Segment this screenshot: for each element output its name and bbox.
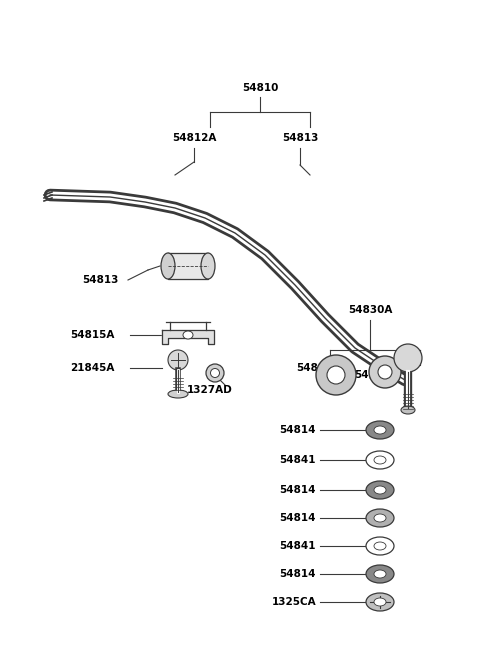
- Text: 54814: 54814: [279, 513, 316, 523]
- Text: 54813: 54813: [82, 275, 118, 285]
- Text: 54814: 54814: [279, 425, 316, 435]
- Ellipse shape: [168, 390, 188, 398]
- Text: 54813: 54813: [282, 133, 318, 143]
- Ellipse shape: [211, 369, 219, 377]
- Ellipse shape: [366, 481, 394, 499]
- Ellipse shape: [366, 421, 394, 439]
- Ellipse shape: [374, 514, 386, 522]
- Ellipse shape: [161, 253, 175, 279]
- Ellipse shape: [366, 565, 394, 583]
- Text: 54841: 54841: [279, 455, 316, 465]
- Text: 54837B: 54837B: [296, 363, 340, 373]
- Polygon shape: [168, 253, 208, 279]
- Ellipse shape: [366, 451, 394, 469]
- Ellipse shape: [374, 426, 386, 434]
- Text: 54810: 54810: [242, 83, 278, 93]
- Circle shape: [394, 344, 422, 372]
- Ellipse shape: [366, 593, 394, 611]
- Polygon shape: [162, 330, 214, 344]
- Ellipse shape: [374, 486, 386, 494]
- Text: 54838: 54838: [354, 370, 390, 380]
- Ellipse shape: [374, 570, 386, 578]
- Ellipse shape: [374, 542, 386, 550]
- Text: 54841: 54841: [279, 541, 316, 551]
- Text: 54814: 54814: [279, 485, 316, 495]
- Ellipse shape: [316, 355, 356, 395]
- Ellipse shape: [369, 356, 401, 388]
- Ellipse shape: [201, 253, 215, 279]
- Text: 1325CA: 1325CA: [271, 597, 316, 607]
- Text: 54814: 54814: [279, 569, 316, 579]
- Ellipse shape: [327, 366, 345, 384]
- Ellipse shape: [374, 598, 386, 606]
- Ellipse shape: [401, 406, 415, 414]
- Ellipse shape: [374, 456, 386, 464]
- Ellipse shape: [206, 364, 224, 382]
- Ellipse shape: [378, 365, 392, 379]
- Ellipse shape: [366, 537, 394, 555]
- Ellipse shape: [366, 509, 394, 527]
- Text: 54815A: 54815A: [70, 330, 114, 340]
- Circle shape: [168, 350, 188, 370]
- Ellipse shape: [183, 331, 193, 339]
- Text: 21845A: 21845A: [70, 363, 114, 373]
- Text: 1327AD: 1327AD: [187, 385, 233, 395]
- Text: 54830A: 54830A: [348, 305, 392, 315]
- Text: 54812A: 54812A: [172, 133, 216, 143]
